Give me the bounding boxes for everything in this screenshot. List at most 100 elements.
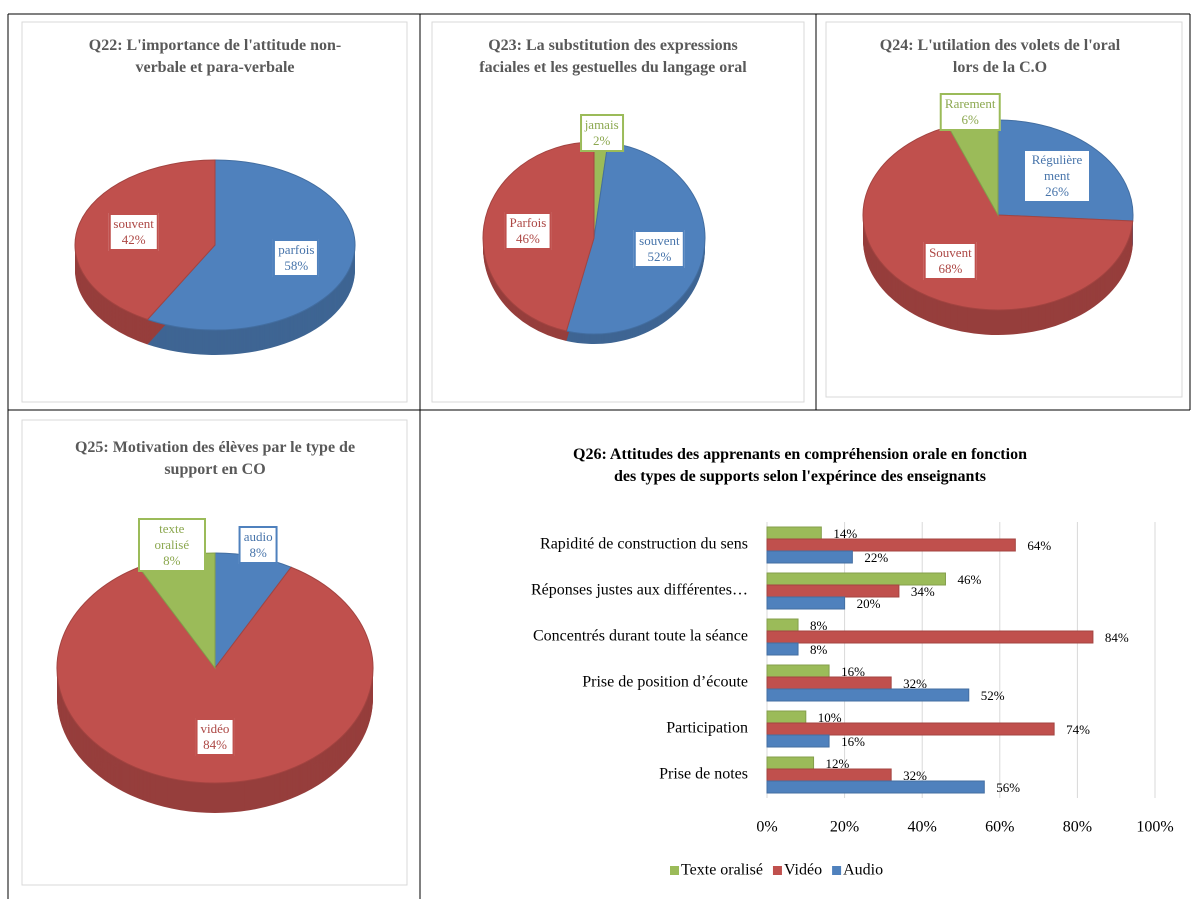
bar-value-label: 74% [1066, 722, 1090, 737]
data-label: audio 8% [238, 526, 278, 565]
bar-value-label: 32% [903, 676, 927, 691]
data-label: Souvent 68% [924, 242, 977, 281]
label-category: Rarement [944, 96, 996, 112]
bar [766, 688, 970, 702]
bar-value-label: 14% [833, 526, 857, 541]
bar-value-label: 46% [957, 572, 981, 587]
data-label: Rarement 6% [939, 93, 1001, 132]
label-value: 8% [163, 553, 181, 569]
layout [7, 13, 1191, 899]
bar [766, 550, 853, 564]
label-value: 42% [121, 232, 146, 248]
bar-value-label: 10% [818, 710, 842, 725]
bar-value-label: 34% [911, 584, 935, 599]
bar-value-label: 12% [826, 756, 850, 771]
chart-frame [21, 21, 408, 403]
chart-frame [431, 21, 805, 403]
bar-value-label: 8% [810, 618, 828, 633]
label-category: parfois [278, 241, 315, 257]
y-tick-label: Réponses justes aux différentes… [531, 582, 748, 599]
label-value: 68% [938, 261, 963, 277]
bar [766, 734, 830, 748]
label-category: vidéo [200, 721, 230, 736]
pie-slice [56, 566, 374, 784]
chart-title: Q24: L'utilation des volets de l'oral lo… [879, 37, 1121, 76]
label-category: souvent [639, 232, 680, 248]
data-label: parfois 58% [273, 238, 320, 277]
bar [766, 722, 1055, 736]
label-value: 52% [647, 248, 672, 264]
legend-label: Audio [843, 862, 883, 879]
bar-value-label: 22% [864, 550, 888, 565]
bar-value-label: 84% [1105, 630, 1129, 645]
bar [766, 676, 892, 690]
bar [766, 780, 985, 794]
y-tick-label: Rapidité de construction du sens [540, 536, 748, 553]
bar-value-label: 56% [996, 780, 1020, 795]
x-tick-label: 20% [830, 819, 859, 836]
bar-value-label: 64% [1027, 538, 1051, 553]
legend-label: Texte oralisé [681, 862, 763, 879]
legend-swatch [832, 866, 842, 875]
x-tick-label: 80% [1063, 819, 1092, 836]
bar [766, 664, 830, 678]
label-value: 6% [961, 112, 979, 128]
x-tick-label: 100% [1136, 819, 1173, 836]
data-label: Parfois 46% [504, 211, 552, 250]
chart-title: Q22: L'importance de l'attitude non-verb… [88, 37, 342, 76]
bar-value-label: 52% [981, 688, 1005, 703]
chart-frame [825, 21, 1183, 398]
x-tick-label: 0% [756, 819, 777, 836]
legend-swatch [670, 866, 679, 875]
label-category: Régulièrement [1031, 151, 1083, 183]
data-label: souvent 52% [634, 229, 685, 268]
y-tick-label: Prise de position d’écoute [582, 674, 748, 691]
data-label: souvent 42% [108, 213, 159, 252]
chart-title: Q23: La substitution des expressions fac… [479, 37, 747, 76]
y-tick-label: Prise de notes [659, 766, 748, 783]
label-category: Souvent [929, 245, 972, 261]
bar-value-label: 16% [841, 734, 865, 749]
y-tick-label: Participation [666, 720, 748, 737]
x-tick-label: 40% [908, 819, 937, 836]
bar [766, 768, 892, 782]
chart-title: Q26: Attitudes des apprenants en compréh… [573, 446, 1027, 485]
label-value: 84% [203, 737, 227, 752]
bar [766, 538, 1016, 552]
label-value: 46% [516, 230, 540, 246]
bar [766, 630, 1094, 644]
label-value: 26% [1045, 183, 1069, 199]
bar [766, 642, 799, 656]
bar [766, 710, 807, 724]
data-label: texte oralisé 8% [137, 518, 206, 573]
label-value: 2% [592, 132, 611, 148]
y-tick-label: Concentrés durant toute la séance [533, 628, 748, 645]
label-category: texte oralisé [154, 521, 190, 553]
data-label: Régulièrement 26% [1023, 148, 1092, 203]
bar [766, 596, 846, 610]
data-label: vidéo 84% [195, 718, 235, 756]
legend-label: Vidéo [784, 862, 822, 879]
pie-slice [146, 159, 356, 331]
bar [766, 618, 799, 632]
label-value: 58% [284, 257, 309, 273]
label-value: 8% [249, 545, 267, 561]
bar-value-label: 20% [857, 596, 881, 611]
bar [766, 756, 815, 770]
label-category: audio [243, 529, 273, 545]
x-tick-label: 60% [985, 819, 1014, 836]
data-label: jamais 2% [579, 113, 624, 152]
label-category: jamais [584, 116, 619, 132]
legend-swatch [772, 866, 782, 875]
chart-title: Q25: Motivation des élèves par le type d… [74, 439, 356, 478]
label-category: Parfois [509, 214, 547, 230]
chart-frame [21, 419, 408, 886]
bar-value-label: 16% [841, 664, 865, 679]
bar-value-label: 8% [810, 642, 828, 657]
bar-value-label: 32% [903, 768, 927, 783]
label-category: souvent [113, 216, 154, 232]
bar [766, 526, 822, 540]
table-border [7, 13, 1191, 899]
